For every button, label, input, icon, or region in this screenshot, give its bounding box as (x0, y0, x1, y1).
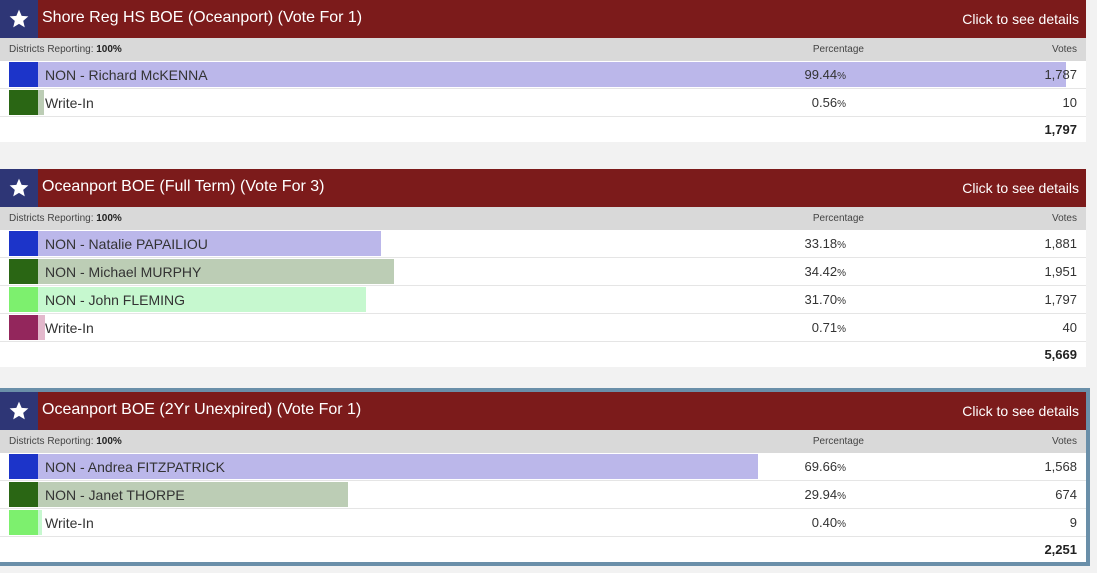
candidate-color-swatch (9, 315, 38, 340)
total-votes: 1,797 (1044, 122, 1077, 137)
candidate-row: NON - Natalie PAPAILIOU 33.18% 1,881 (0, 230, 1086, 258)
candidate-name: NON - Andrea FITZPATRICK (45, 459, 225, 475)
candidate-row: Write-In 0.40% 9 (0, 509, 1086, 537)
candidate-name: NON - Natalie PAPAILIOU (45, 236, 208, 252)
star-icon[interactable] (0, 169, 38, 207)
total-row: 5,669 (0, 342, 1086, 367)
race-header[interactable]: Shore Reg HS BOE (Oceanport) (Vote For 1… (0, 0, 1086, 38)
candidate-row: NON - Andrea FITZPATRICK 69.66% 1,568 (0, 453, 1086, 481)
candidate-votes: 40 (1062, 320, 1077, 335)
subheader: Districts Reporting: 100% Percentage Vot… (0, 430, 1086, 453)
candidate-row: NON - Richard McKENNA 99.44% 1,787 (0, 61, 1086, 89)
vote-share-bar (38, 454, 758, 479)
candidate-percentage: 69.66% (804, 459, 846, 474)
race-title: Shore Reg HS BOE (Oceanport) (Vote For 1… (42, 9, 363, 26)
race-card: Oceanport BOE (2Yr Unexpired) (Vote For … (0, 388, 1090, 566)
candidate-row: NON - John FLEMING 31.70% 1,797 (0, 286, 1086, 314)
candidate-percentage: 31.70% (804, 292, 846, 307)
candidate-name: NON - Richard McKENNA (45, 67, 208, 83)
subheader: Districts Reporting: 100% Percentage Vot… (0, 207, 1086, 230)
candidate-votes: 1,951 (1044, 264, 1077, 279)
candidate-votes: 1,881 (1044, 236, 1077, 251)
districts-reporting: Districts Reporting: 100% (9, 213, 122, 224)
candidate-name: NON - John FLEMING (45, 292, 186, 308)
subheader: Districts Reporting: 100% Percentage Vot… (0, 38, 1086, 61)
candidate-color-swatch (9, 90, 38, 115)
candidate-percentage: 33.18% (804, 236, 846, 251)
candidate-name: NON - Michael MURPHY (45, 264, 202, 280)
vote-share-bar (38, 315, 45, 340)
race-card: Oceanport BOE (Full Term) (Vote For 3) C… (0, 169, 1086, 367)
vote-share-bar (38, 259, 394, 284)
candidate-name: Write-In (45, 515, 94, 531)
candidate-votes: 674 (1055, 487, 1077, 502)
candidate-votes: 1,787 (1044, 67, 1077, 82)
race-card: Shore Reg HS BOE (Oceanport) (Vote For 1… (0, 0, 1086, 142)
votes-heading: Votes (1051, 44, 1077, 55)
total-row: 1,797 (0, 117, 1086, 142)
candidate-color-swatch (9, 454, 38, 479)
vote-share-bar (38, 231, 381, 256)
candidate-row: Write-In 0.56% 10 (0, 89, 1086, 117)
race-header[interactable]: Oceanport BOE (2Yr Unexpired) (Vote For … (0, 392, 1086, 430)
see-details-link[interactable]: Click to see details (962, 11, 1079, 27)
race-title: Oceanport BOE (Full Term) (Vote For 3) (42, 178, 325, 195)
vote-share-bar (38, 287, 366, 312)
star-icon[interactable] (0, 0, 38, 38)
total-row: 2,251 (0, 537, 1086, 562)
percentage-heading: Percentage (812, 44, 864, 55)
see-details-link[interactable]: Click to see details (962, 180, 1079, 196)
candidate-percentage: 0.56% (811, 95, 846, 110)
candidate-votes: 10 (1062, 95, 1077, 110)
districts-reporting: Districts Reporting: 100% (9, 436, 122, 447)
candidate-percentage: 99.44% (804, 67, 846, 82)
candidate-color-swatch (9, 259, 38, 284)
see-details-link[interactable]: Click to see details (962, 403, 1079, 419)
candidate-color-swatch (9, 287, 38, 312)
candidate-color-swatch (9, 510, 38, 535)
percentage-heading: Percentage (812, 436, 864, 447)
vote-share-bar (38, 62, 1066, 87)
vote-share-bar (38, 510, 42, 535)
candidate-row: NON - Michael MURPHY 34.42% 1,951 (0, 258, 1086, 286)
candidate-color-swatch (9, 62, 38, 87)
candidate-color-swatch (9, 231, 38, 256)
candidate-votes: 1,797 (1044, 292, 1077, 307)
percentage-heading: Percentage (812, 213, 864, 224)
candidate-name: Write-In (45, 95, 94, 111)
candidate-percentage: 34.42% (804, 264, 846, 279)
votes-heading: Votes (1051, 436, 1077, 447)
candidate-name: NON - Janet THORPE (45, 487, 185, 503)
candidate-votes: 1,568 (1044, 459, 1077, 474)
candidate-votes: 9 (1069, 515, 1077, 530)
candidate-percentage: 29.94% (804, 487, 846, 502)
candidate-name: Write-In (45, 320, 94, 336)
candidate-percentage: 0.71% (811, 320, 846, 335)
race-header[interactable]: Oceanport BOE (Full Term) (Vote For 3) C… (0, 169, 1086, 207)
votes-heading: Votes (1051, 213, 1077, 224)
districts-reporting: Districts Reporting: 100% (9, 44, 122, 55)
vote-share-bar (38, 482, 348, 507)
total-votes: 2,251 (1044, 542, 1077, 557)
candidate-percentage: 0.40% (811, 515, 846, 530)
vote-share-bar (38, 90, 44, 115)
race-title: Oceanport BOE (2Yr Unexpired) (Vote For … (42, 401, 362, 418)
candidate-color-swatch (9, 482, 38, 507)
candidate-row: NON - Janet THORPE 29.94% 674 (0, 481, 1086, 509)
candidate-row: Write-In 0.71% 40 (0, 314, 1086, 342)
star-icon[interactable] (0, 392, 38, 430)
total-votes: 5,669 (1044, 347, 1077, 362)
